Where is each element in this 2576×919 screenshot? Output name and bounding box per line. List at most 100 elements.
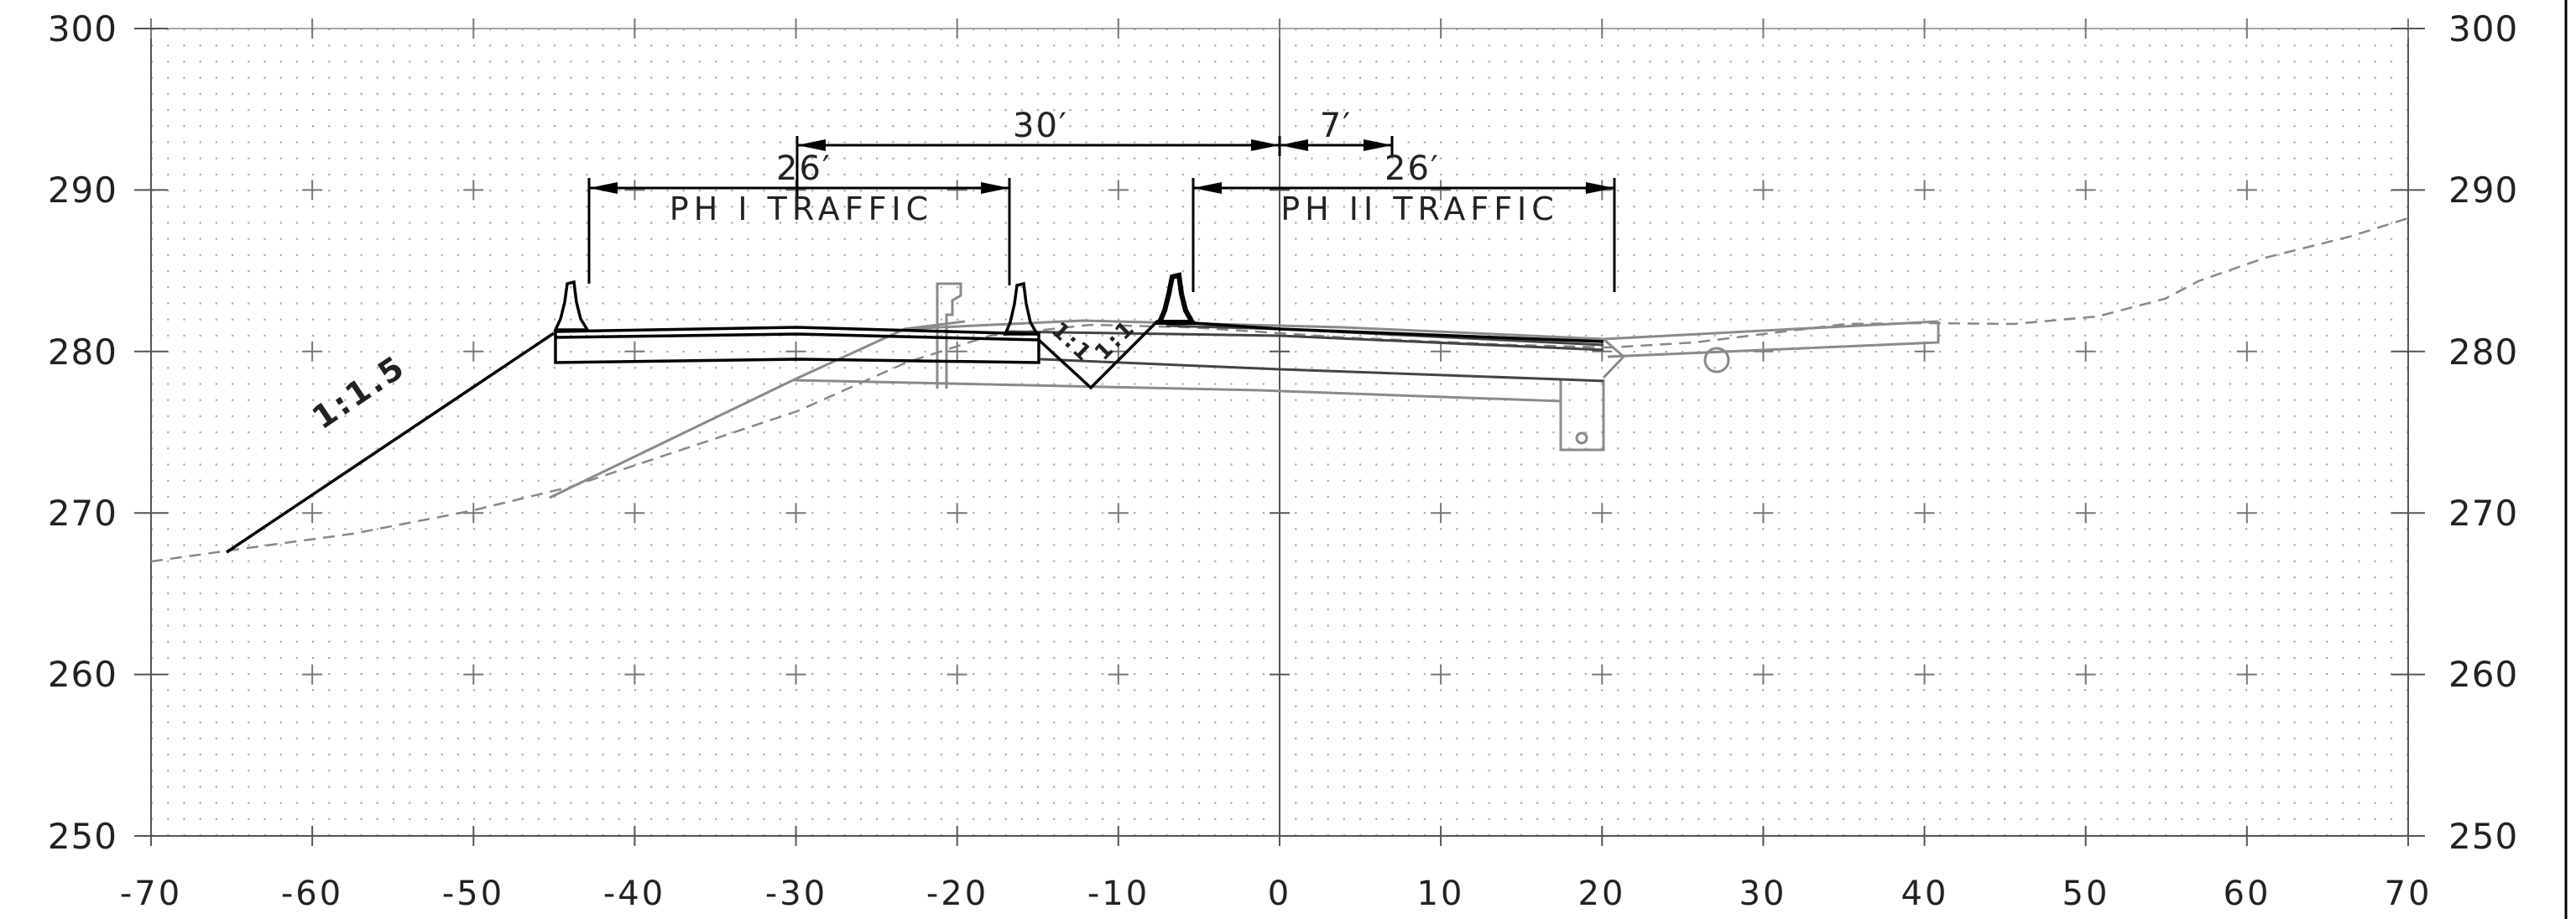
grid-cross [1108, 180, 1129, 201]
x-tick-label: -30 [765, 875, 827, 913]
x-tick-label: 50 [2062, 875, 2110, 913]
grid-cross [2236, 180, 2257, 201]
grid-cross [1431, 341, 1452, 362]
pavement-layer-top [1006, 330, 1604, 352]
dimension-30: 30′ [795, 107, 1280, 217]
y-axis-labels-left: 300 290 280 270 260 250 [48, 8, 117, 857]
ditch [1037, 319, 1160, 390]
grid-cross [946, 180, 967, 201]
ph1-traffic-label: PH I TRAFFIC [670, 191, 933, 227]
grid-cross [1431, 180, 1452, 201]
x-tick-label: 30 [1739, 875, 1787, 913]
axis-tick-marks [134, 18, 2425, 846]
grid-cross [1753, 180, 1774, 201]
grid-cross [2236, 664, 2257, 685]
pavement-top-line [555, 332, 1040, 342]
existing-retaining-footing [1559, 379, 1605, 452]
dimension-label-30: 30′ [1013, 107, 1068, 145]
right-pavement-edge [1157, 319, 1604, 343]
dimension-26-left: 26′ PH I TRAFFIC [587, 149, 1011, 285]
grid-cross [2075, 503, 2096, 524]
existing-pavement-bottom [1607, 321, 1940, 358]
grid-cross [785, 664, 806, 685]
ph2-traffic-label: PH II TRAFFIC [1280, 191, 1559, 227]
fill-slope [226, 332, 555, 554]
x-tick-label: -10 [1087, 875, 1150, 913]
grid-cross [1753, 664, 1774, 685]
y-tick-label: 290 [2448, 170, 2518, 211]
y-tick-label: 280 [48, 332, 117, 373]
grid-cross [2236, 503, 2257, 524]
grid-cross [1914, 664, 1935, 685]
grid-cross [624, 503, 645, 524]
grid-cross [302, 341, 323, 362]
grid-cross [1914, 503, 1935, 524]
existing-ground-line [150, 217, 2409, 563]
existing-pavement-top [904, 319, 1939, 341]
x-tick-label: 60 [2224, 875, 2271, 913]
existing-fill-slope [549, 320, 966, 499]
dimension-26-right: 26′ PH II TRAFFIC [1192, 149, 1616, 292]
grid-cross [946, 341, 967, 362]
x-tick-label: -20 [926, 875, 988, 913]
grid-cross [946, 503, 967, 524]
grid-cross [1431, 503, 1452, 524]
dimension-label-26-right: 26′ [1384, 149, 1440, 188]
grid-cross [1592, 503, 1613, 524]
y-tick-label: 260 [2448, 654, 2518, 695]
y-tick-label: 270 [2448, 493, 2518, 534]
existing-sign-post [936, 282, 962, 389]
y-tick-label: 280 [2448, 332, 2518, 373]
grid-cross [302, 503, 323, 524]
x-tick-label: 40 [1901, 875, 1949, 913]
grid-cross [1914, 341, 1935, 362]
dimension-label-7: 7′ [1320, 107, 1353, 145]
grid-cross [1914, 180, 1935, 201]
grid-cross [946, 664, 967, 685]
grid-cross [2075, 664, 2096, 685]
barrier-icon [553, 279, 591, 332]
x-tick-label: -60 [281, 875, 343, 913]
y-tick-label: 260 [48, 654, 117, 695]
y-tick-label: 300 [48, 8, 117, 50]
grid-cross [624, 341, 645, 362]
existing-roadway [549, 282, 1940, 499]
x-tick-label: 70 [2385, 875, 2433, 913]
grid-cross [624, 180, 645, 201]
grid-crosses [302, 180, 2257, 685]
y-tick-label: 250 [48, 816, 117, 857]
x-tick-label: -50 [442, 875, 504, 913]
grid-cross [1431, 664, 1452, 685]
dimension-label-26-left: 26′ [776, 149, 832, 188]
grid-cross [1108, 503, 1129, 524]
grid-cross [463, 180, 484, 201]
barrier-icon [1003, 281, 1040, 336]
drainage-pipe-icon [1703, 347, 1730, 373]
pavement-box [554, 326, 1040, 364]
grid-cross [302, 180, 323, 201]
grid-cross [1753, 503, 1774, 524]
grid-cross [463, 503, 484, 524]
x-tick-label: 10 [1417, 875, 1465, 913]
y-tick-label: 300 [2448, 8, 2518, 50]
grid-cross [463, 664, 484, 685]
grid-cross [2075, 341, 2096, 362]
phase1-roadway [226, 319, 1604, 554]
pavement-layer-bottom [1040, 358, 1604, 383]
grid-cross [624, 664, 645, 685]
y-axis-labels-right: 300 290 280 270 260 250 [2448, 8, 2518, 857]
grid-cross [785, 503, 806, 524]
y-tick-label: 270 [48, 493, 117, 534]
grid-cross [2075, 180, 2096, 201]
barriers [553, 272, 1197, 336]
x-tick-label: -70 [120, 875, 182, 913]
grid-cross [2236, 341, 2257, 362]
grid-cross [1592, 664, 1613, 685]
x-axis-labels: -70 -60 -50 -40 -30 -20 -10 0 10 20 30 4… [120, 875, 2433, 913]
grid-cross [302, 664, 323, 685]
dimension-7: 7′ [1278, 107, 1394, 156]
x-tick-label: 20 [1578, 875, 1626, 913]
barrier-icon [1155, 272, 1197, 325]
x-tick-label: 0 [1268, 875, 1291, 913]
